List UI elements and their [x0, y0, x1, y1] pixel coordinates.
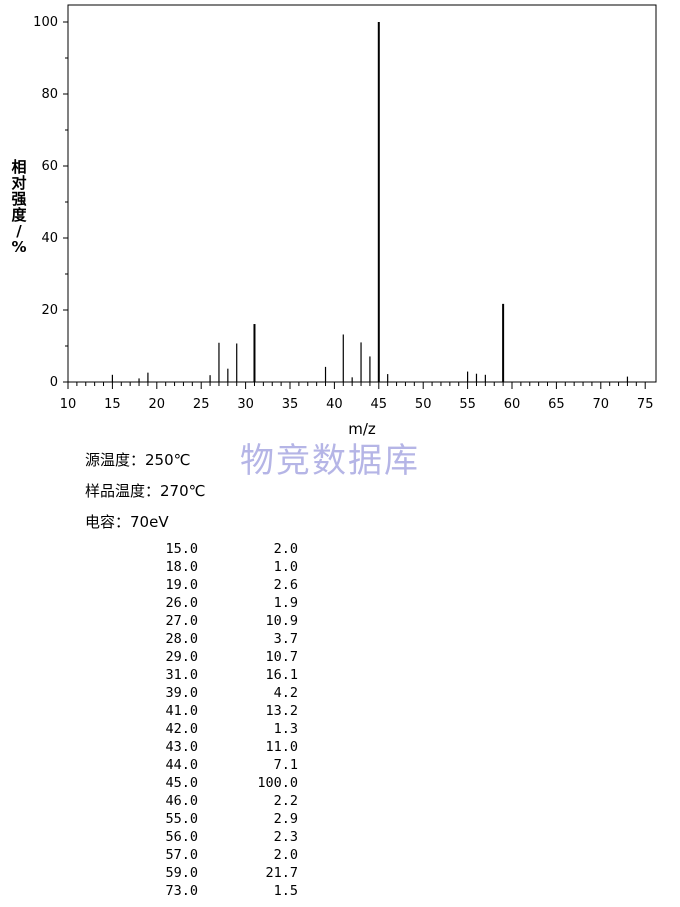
y-axis-label-char: %: [11, 238, 26, 256]
y-tick-label: 0: [50, 375, 58, 390]
intensity-value: 100.0: [257, 775, 298, 791]
watermark-text: 物竞数据库: [240, 441, 420, 481]
intensity-value: 1.5: [273, 883, 298, 899]
mz-value: 55.0: [165, 811, 198, 827]
table-row: 44.0 7.1: [130, 756, 298, 774]
y-tick-label: 80: [41, 87, 58, 102]
x-tick-label: 60: [504, 397, 521, 412]
y-axis: 0 20 40 60 80 100: [33, 15, 68, 390]
intensity-value: 1.9: [273, 595, 298, 611]
intensity-value: 2.9: [273, 811, 298, 827]
mz-value: 15.0: [165, 541, 198, 557]
table-row: 45.0 100.0: [130, 774, 298, 792]
x-tick-label: 65: [548, 397, 565, 412]
y-axis-label-char: 相: [11, 158, 26, 176]
intensity-value: 16.1: [265, 667, 298, 683]
source-temperature: 源温度：250℃: [85, 451, 191, 469]
x-tick-label: 70: [593, 397, 610, 412]
x-tick-label: 10: [60, 397, 77, 412]
table-row: 43.0 11.0: [130, 738, 298, 756]
table-row: 57.0 2.0: [130, 846, 298, 864]
intensity-value: 1.3: [273, 721, 298, 737]
table-row: 28.0 3.7: [130, 630, 298, 648]
intensity-value: 11.0: [265, 739, 298, 755]
mz-value: 43.0: [165, 739, 198, 755]
table-row: 41.0 13.2: [130, 702, 298, 720]
intensity-value: 2.6: [273, 577, 298, 593]
table-row: 59.0 21.7: [130, 864, 298, 882]
y-tick-label: 60: [41, 159, 58, 174]
peak-table: 15.0 2.0 18.0 1.0 19.0 2.6 26.0 1.9 27.0 10.9 28.0…: [130, 540, 298, 900]
mz-value: 73.0: [165, 883, 198, 899]
mz-value: 44.0: [165, 757, 198, 773]
mz-value: 57.0: [165, 847, 198, 863]
mz-value: 39.0: [165, 685, 198, 701]
intensity-value: 10.7: [265, 649, 298, 665]
mz-value: 18.0: [165, 559, 198, 575]
mz-value: 59.0: [165, 865, 198, 881]
intensity-value: 1.0: [273, 559, 298, 575]
x-tick-label: 45: [371, 397, 388, 412]
y-axis-label-char: 度: [11, 206, 27, 224]
intensity-value: 3.7: [273, 631, 298, 647]
table-row: 19.0 2.6: [130, 576, 298, 594]
intensity-value: 4.2: [273, 685, 298, 701]
mz-value: 27.0: [165, 613, 198, 629]
mz-value: 19.0: [165, 577, 198, 593]
table-row: 56.0 2.3: [130, 828, 298, 846]
x-axis: 10 15 20 25 30 35 40 45 50 55 60 65 70 75: [60, 382, 654, 412]
intensity-value: 10.9: [265, 613, 298, 629]
intensity-value: 21.7: [265, 865, 298, 881]
table-row: 18.0 1.0: [130, 558, 298, 576]
mz-value: 42.0: [165, 721, 198, 737]
plot-frame: [67, 4, 657, 383]
table-row: 26.0 1.9: [130, 594, 298, 612]
intensity-value: 7.1: [273, 757, 298, 773]
y-tick-label: 100: [33, 15, 58, 30]
x-axis-label: m/z: [348, 420, 376, 438]
mz-value: 46.0: [165, 793, 198, 809]
table-row: 15.0 2.0: [130, 540, 298, 558]
y-axis-label-char: 对: [11, 174, 26, 192]
sample-temperature: 样品温度：270℃: [85, 482, 206, 500]
table-row: 29.0 10.7: [130, 648, 298, 666]
mz-value: 29.0: [165, 649, 198, 665]
x-tick-label: 15: [104, 397, 121, 412]
y-axis-label-char: /: [16, 222, 22, 240]
ionization-energy: 电容：70eV: [85, 513, 169, 531]
x-tick-label: 30: [237, 397, 254, 412]
table-row: 27.0 10.9: [130, 612, 298, 630]
mz-value: 28.0: [165, 631, 198, 647]
y-tick-label: 20: [41, 303, 58, 318]
mz-value: 31.0: [165, 667, 198, 683]
intensity-value: 13.2: [265, 703, 298, 719]
x-tick-label: 50: [415, 397, 432, 412]
table-row: 42.0 1.3: [130, 720, 298, 738]
intensity-value: 2.3: [273, 829, 298, 845]
intensity-value: 2.0: [273, 541, 298, 557]
mz-value: 26.0: [165, 595, 198, 611]
mz-value: 45.0: [165, 775, 198, 791]
table-row: 55.0 2.9: [130, 810, 298, 828]
x-tick-label: 35: [282, 397, 299, 412]
x-tick-label: 25: [193, 397, 210, 412]
y-axis-label-char: 强: [11, 190, 26, 208]
table-row: 73.0 1.5: [130, 882, 298, 900]
table-row: 31.0 16.1: [130, 666, 298, 684]
y-tick-label: 40: [41, 231, 58, 246]
intensity-value: 2.0: [273, 847, 298, 863]
x-tick-label: 40: [326, 397, 343, 412]
x-tick-label: 55: [459, 397, 476, 412]
mz-value: 41.0: [165, 703, 198, 719]
x-tick-label: 20: [149, 397, 166, 412]
table-row: 46.0 2.2: [130, 792, 298, 810]
table-row: 39.0 4.2: [130, 684, 298, 702]
mass-spectrum-chart: 0 20 40 60 80 100 10 15 20 25 30 35 40 45 50 55 60 65 70 7…: [11, 4, 657, 438]
intensity-value: 2.2: [273, 793, 298, 809]
mz-value: 56.0: [165, 829, 198, 845]
spectrum-peaks: [111, 22, 629, 382]
x-tick-label: 75: [637, 397, 654, 412]
